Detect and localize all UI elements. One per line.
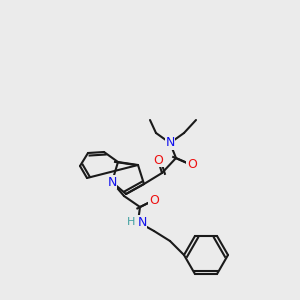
Text: N: N xyxy=(137,215,147,229)
Text: O: O xyxy=(187,158,197,172)
Text: N: N xyxy=(107,176,117,188)
Text: O: O xyxy=(153,154,163,166)
Text: N: N xyxy=(165,136,175,149)
Text: O: O xyxy=(149,194,159,206)
Text: H: H xyxy=(127,217,135,227)
